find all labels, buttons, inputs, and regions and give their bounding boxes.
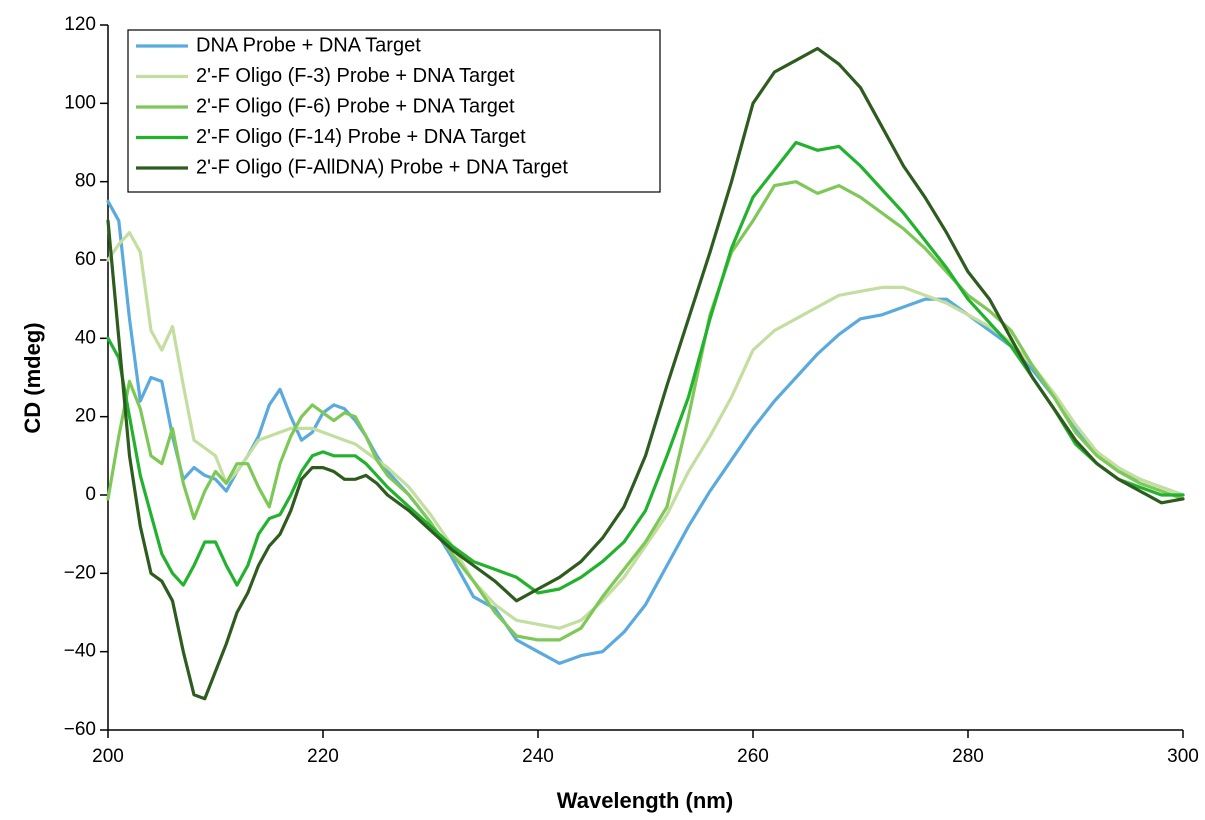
legend-label: 2'-F Oligo (F-AllDNA) Probe + DNA Target	[196, 156, 568, 178]
legend-label: 2'-F Oligo (F-14) Probe + DNA Target	[196, 126, 526, 148]
series-line	[106, 180, 1185, 642]
legend-label: 2'-F Oligo (F-3) Probe + DNA Target	[196, 65, 515, 87]
x-tick-label: 300	[1167, 746, 1199, 767]
y-tick-label: 60	[75, 249, 96, 270]
y-tick-label: 20	[75, 406, 96, 427]
x-tick-label: 260	[737, 746, 769, 767]
y-tick-label: 100	[64, 92, 96, 113]
y-tick-label: −60	[64, 719, 96, 740]
x-axis-title: Wavelength (nm)	[557, 788, 733, 813]
x-tick-label: 240	[522, 746, 554, 767]
x-tick-label: 280	[952, 746, 984, 767]
x-tick-label: 200	[92, 746, 124, 767]
series-line	[106, 231, 1185, 630]
y-tick-label: 0	[85, 484, 96, 505]
y-tick-label: −20	[64, 562, 96, 583]
y-axis-title: CD (mdeg)	[20, 322, 45, 433]
y-tick-label: 120	[64, 14, 96, 35]
legend-label: DNA Probe + DNA Target	[196, 34, 421, 56]
series-line	[106, 199, 1185, 665]
y-tick-label: 40	[75, 327, 96, 348]
legend-label: 2'-F Oligo (F-6) Probe + DNA Target	[196, 95, 515, 117]
y-tick-label: 80	[75, 171, 96, 192]
x-tick-label: 220	[307, 746, 339, 767]
y-tick-label: −40	[64, 641, 96, 662]
series-line	[106, 140, 1185, 595]
legend-box	[127, 29, 661, 193]
series-line	[106, 46, 1185, 701]
